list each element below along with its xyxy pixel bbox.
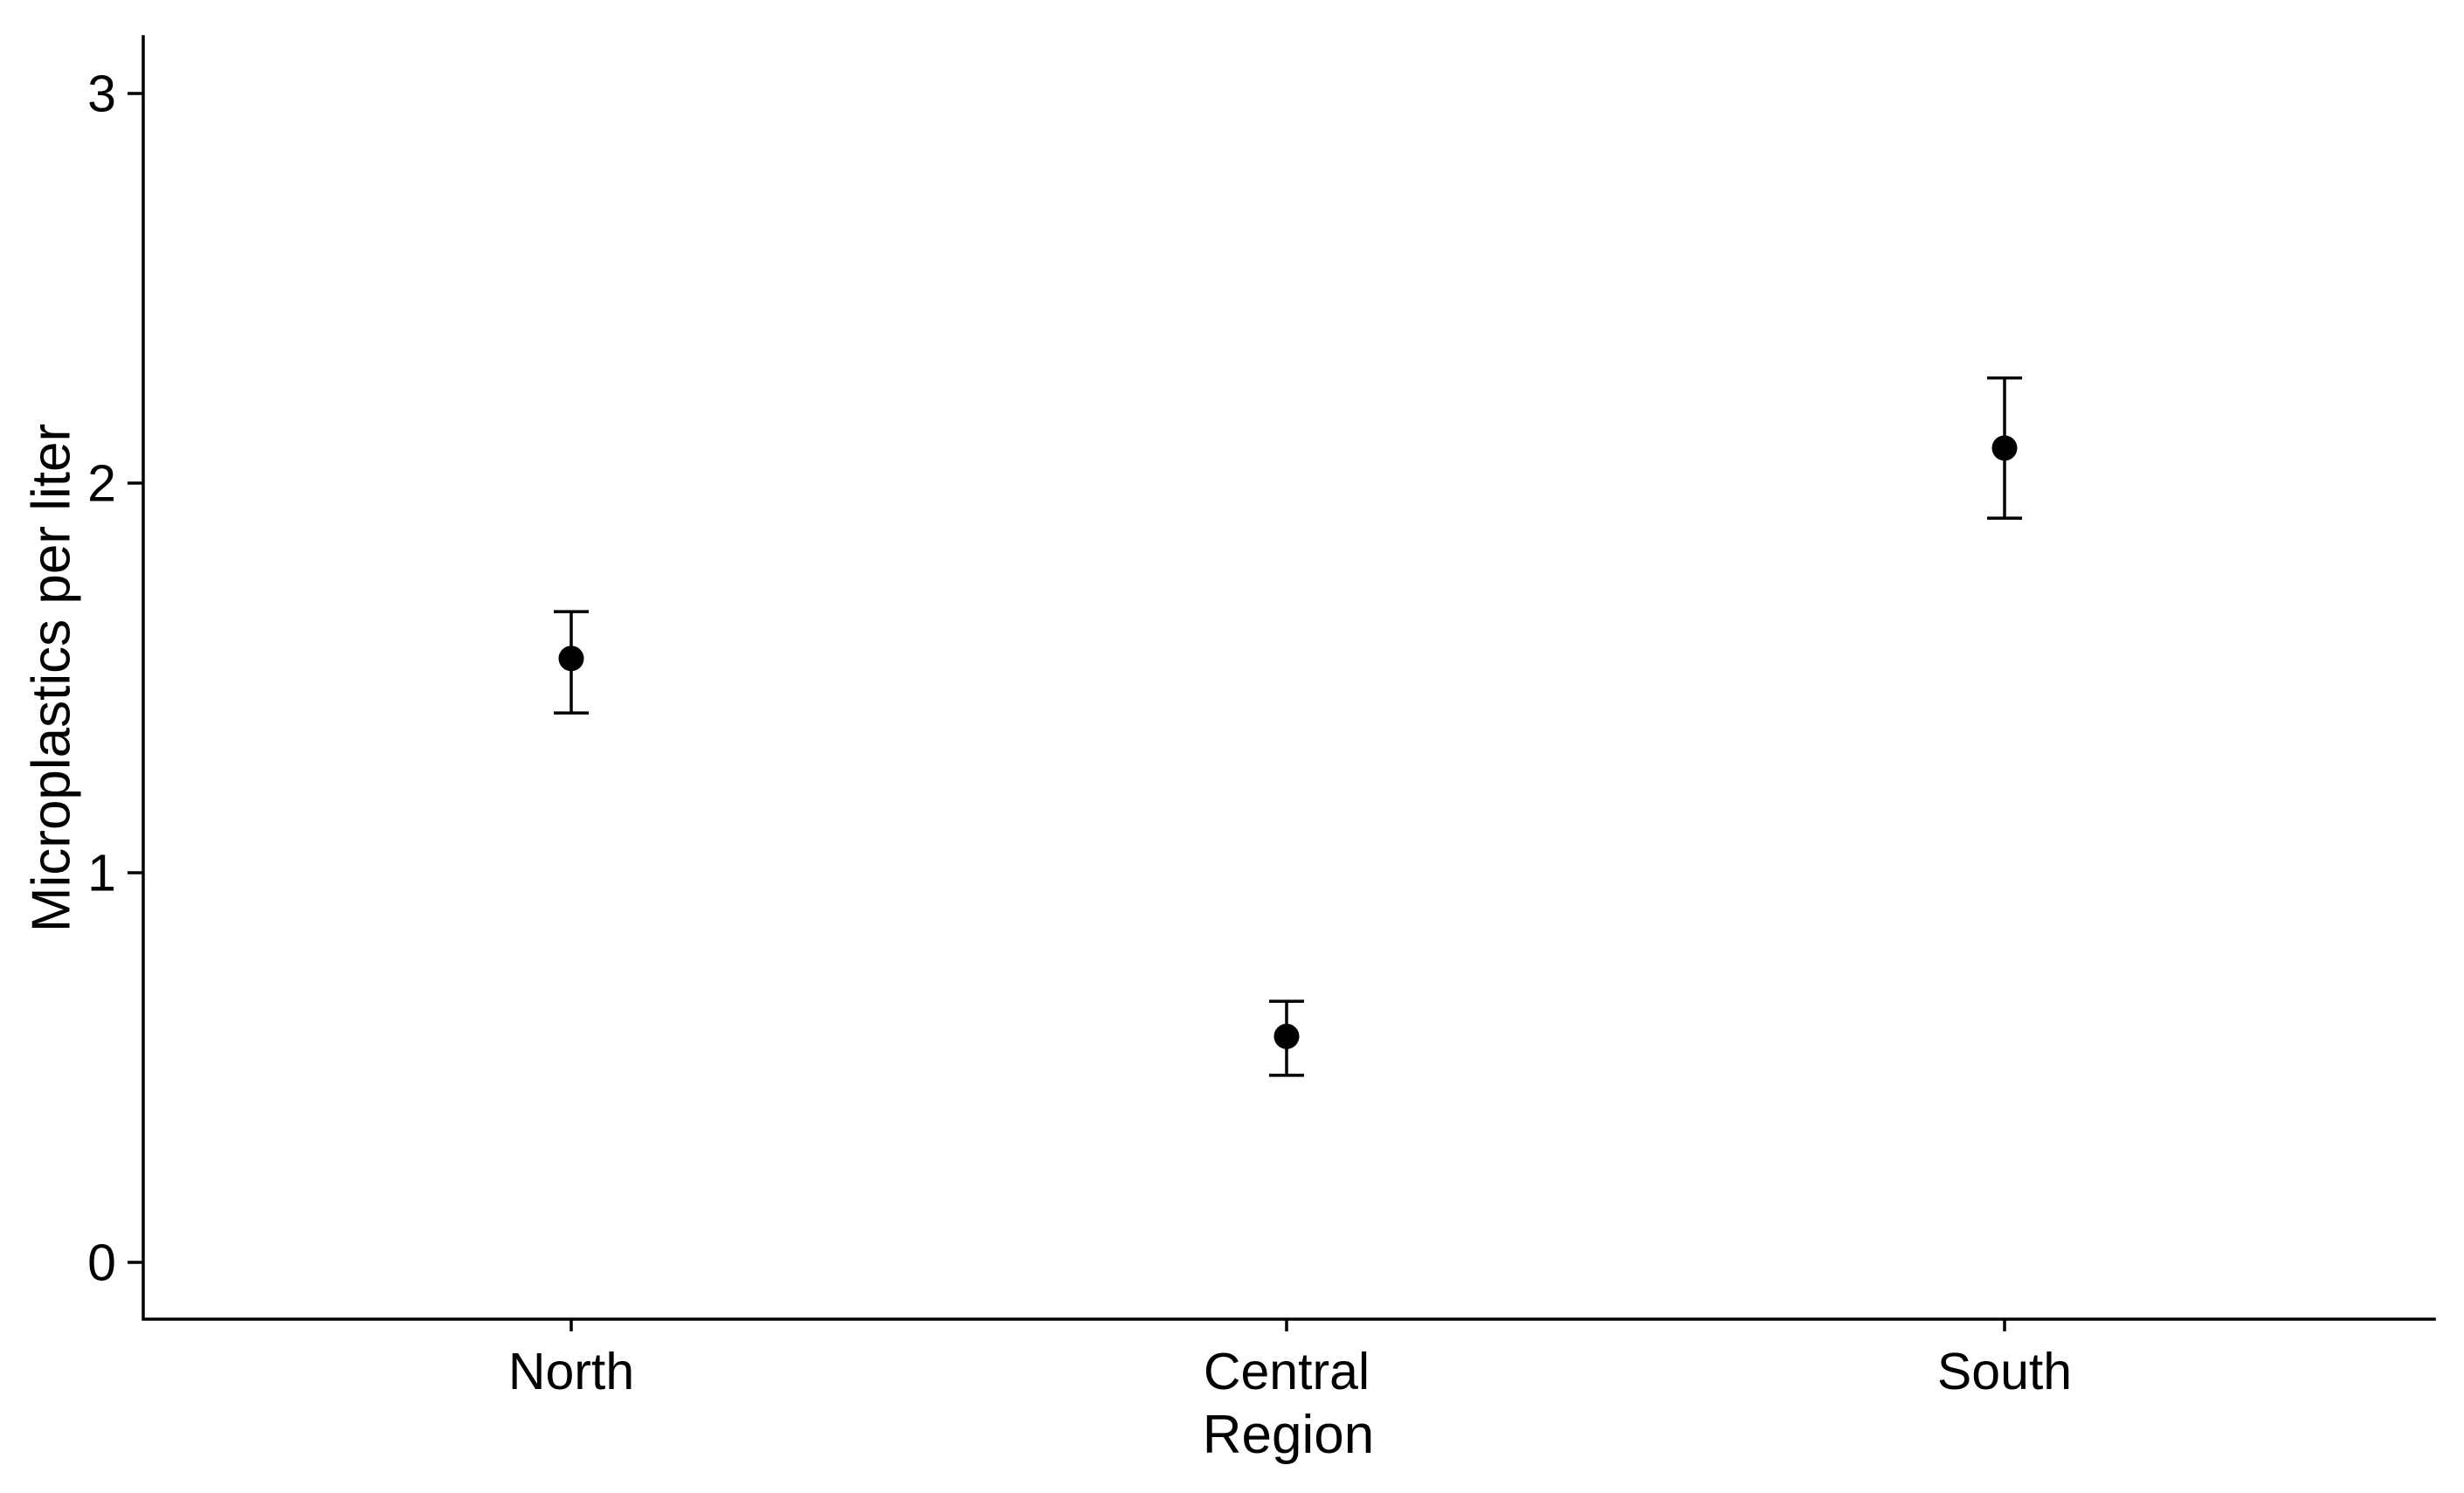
axes — [128, 35, 2436, 1331]
y-tick-label: 3 — [87, 66, 116, 123]
x-tick-label: South — [1937, 1343, 2072, 1400]
data-point — [1991, 435, 2018, 461]
y-axis-title: Microplastics per liter — [22, 424, 82, 932]
y-tick-label: 1 — [87, 845, 116, 902]
error-bars — [554, 376, 2022, 1077]
axis-spine — [141, 35, 2436, 1321]
y-tick-label: 0 — [87, 1234, 116, 1292]
data-points — [558, 435, 2018, 1049]
x-tick-label: Central — [1204, 1343, 1370, 1400]
x-tick-label: North — [508, 1343, 634, 1400]
tick-labels: 0 1 2 3 North Central South — [87, 66, 2072, 1400]
y-tick-label: 2 — [87, 455, 116, 513]
data-point — [558, 646, 584, 672]
data-point — [1273, 1023, 1300, 1049]
x-axis-title: Region — [1203, 1405, 1374, 1465]
